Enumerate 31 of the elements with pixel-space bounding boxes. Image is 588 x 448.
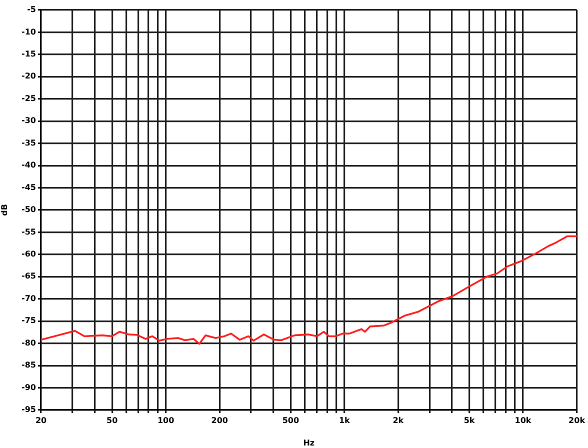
x-tick-label: 10k [514,416,532,425]
y-tick-label: -80 [22,338,36,348]
y-tick-label: -90 [22,382,36,392]
y-tick-label: -10 [22,27,36,36]
y-tick-label: -95 [22,405,36,414]
y-tick-label: -60 [22,250,36,259]
x-tick-label: 2k [392,416,404,425]
x-tick-label: 5k [464,416,476,425]
y-tick-label: -30 [22,116,36,126]
x-tick-label: 100 [157,416,175,425]
y-tick-label: -75 [22,316,36,326]
y-tick-label: -50 [22,205,36,214]
x-tick-label: 20k [568,416,586,425]
x-tick-label: 1k [338,416,351,425]
x-tick-label: 20 [35,416,47,425]
y-tick-label: -70 [22,294,36,303]
y-axis-title: dB [0,204,9,216]
y-tick-label: -20 [22,72,36,81]
y-tick-label: -35 [22,138,36,148]
y-tick-label: -45 [22,182,36,192]
y-tick-label: -85 [22,360,36,370]
x-tick-label: 500 [282,416,300,425]
y-tick-label: -25 [22,94,36,103]
y-tick-label: -5 [27,5,36,14]
y-tick-label: -40 [22,160,36,170]
y-tick-label: -65 [22,272,36,281]
x-axis-title: Hz [303,438,315,448]
x-tick-label: 50 [106,416,118,425]
y-tick-label: -15 [22,50,36,59]
x-tick-label: 200 [211,416,228,425]
y-tick-label: -55 [22,227,36,236]
